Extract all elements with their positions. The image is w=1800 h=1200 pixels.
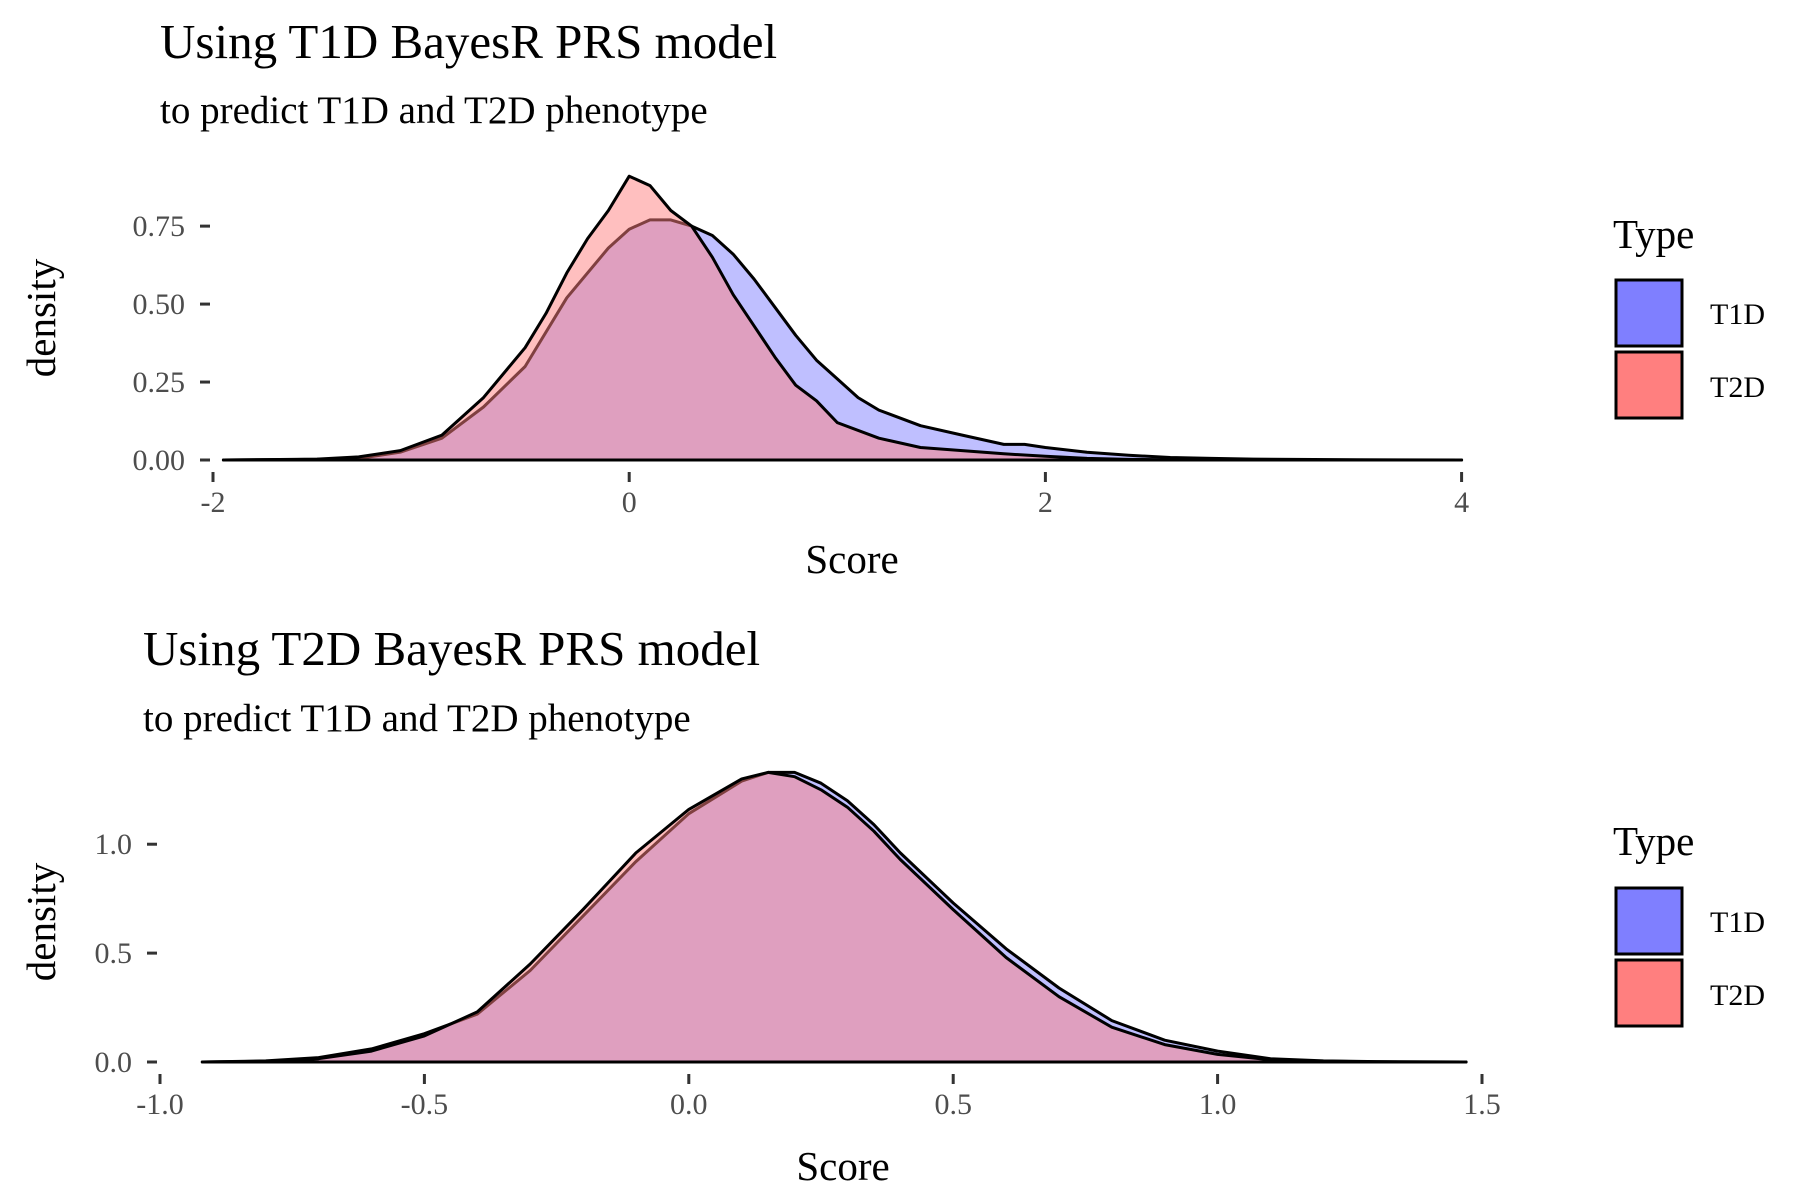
plot-area: 0.00 0.25 0.50 0.75 -2 0 2 4	[133, 174, 1469, 519]
y-tick-label: 0.00	[133, 444, 186, 477]
chart-title: Using T2D BayesR PRS model	[143, 621, 760, 676]
density-panel-t1d-model: Using T1D BayesR PRS model to predict T1…	[18, 14, 1765, 582]
y-tick-label: 0.25	[133, 366, 186, 399]
legend-key-t1d	[1614, 886, 1684, 956]
x-tick-label: 0.5	[934, 1088, 972, 1121]
legend-label-t2d: T2D	[1710, 371, 1765, 404]
density-area-t2d	[221, 174, 1464, 462]
density-chart-t2d-model: Using T2D BayesR PRS model to predict T1…	[18, 621, 1765, 1189]
legend-key-t1d	[1614, 278, 1684, 348]
legend-label-t2d: T2D	[1710, 979, 1765, 1012]
x-tick-label: 1.5	[1463, 1088, 1501, 1121]
x-tick-label: 0	[622, 486, 637, 519]
density-chart-t1d-model: Using T1D BayesR PRS model to predict T1…	[18, 14, 1765, 582]
x-tick-label: 0.0	[670, 1088, 708, 1121]
y-tick-label: 1.0	[95, 828, 133, 861]
y-tick-label: 0.5	[95, 937, 133, 970]
density-panel-t2d-model: Using T2D BayesR PRS model to predict T1…	[0, 600, 1800, 1200]
legend-title: Type	[1613, 818, 1694, 864]
plot-area: 0.0 0.5 1.0 -1.0 -0.5 0.0 0.5 1.0 1.5	[95, 770, 1501, 1121]
x-tick-label: 4	[1454, 486, 1469, 519]
chart-subtitle: to predict T1D and T2D phenotype	[143, 697, 691, 740]
chart-subtitle: to predict T1D and T2D phenotype	[160, 89, 708, 132]
x-tick-label: -2	[201, 486, 226, 519]
legend-label-t1d: T1D	[1710, 906, 1765, 939]
y-axis-title: density	[18, 862, 64, 981]
y-axis-title: density	[18, 258, 64, 377]
y-tick-label: 0.0	[95, 1046, 133, 1079]
x-tick-label: 1.0	[1199, 1088, 1237, 1121]
chart-title: Using T1D BayesR PRS model	[160, 14, 777, 69]
legend: Type T1D T2D	[1613, 818, 1765, 1028]
density-area-t2d	[200, 770, 1468, 1064]
y-tick-label: 0.50	[133, 288, 186, 321]
x-axis-title: Score	[796, 1143, 889, 1189]
legend: Type T1D T2D	[1613, 211, 1765, 420]
x-tick-label: -1.0	[136, 1088, 184, 1121]
x-tick-label: 2	[1038, 486, 1053, 519]
legend-label-t1d: T1D	[1710, 298, 1765, 331]
legend-key-t2d	[1614, 350, 1684, 420]
legend-title: Type	[1613, 211, 1694, 257]
x-axis-title: Score	[805, 536, 898, 582]
legend-key-t2d	[1614, 958, 1684, 1028]
y-tick-label: 0.75	[133, 210, 186, 243]
x-tick-label: -0.5	[401, 1088, 449, 1121]
